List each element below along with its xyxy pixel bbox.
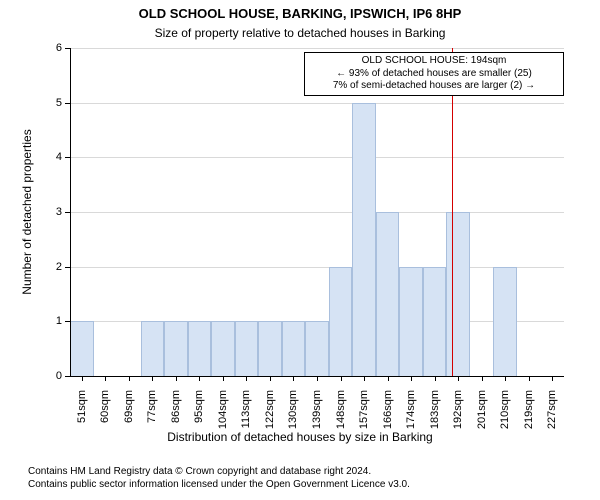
xtick-label: 104sqm (217, 390, 229, 440)
bar (211, 321, 235, 376)
ytick-label: 4 (48, 151, 62, 163)
xtick-label: 77sqm (146, 390, 158, 440)
xtick-label: 122sqm (264, 390, 276, 440)
bar (493, 267, 517, 376)
ytick-label: 6 (48, 42, 62, 54)
bar (446, 212, 470, 376)
gridline (70, 103, 564, 104)
xtick-label: 201sqm (476, 390, 488, 440)
annotation-box: OLD SCHOOL HOUSE: 194sqm ← 93% of detach… (304, 52, 564, 96)
xtick-label: 192sqm (452, 390, 464, 440)
footer-line-2: Contains public sector information licen… (28, 479, 600, 492)
xtick-label: 219sqm (523, 390, 535, 440)
reference-line (452, 48, 453, 376)
ytick-label: 1 (48, 315, 62, 327)
bar (329, 267, 353, 376)
chart-subtitle: Size of property relative to detached ho… (0, 26, 600, 40)
bar (188, 321, 212, 376)
xtick-label: 139sqm (311, 390, 323, 440)
xtick-label: 113sqm (240, 390, 252, 440)
gridline (70, 212, 564, 213)
bar (235, 321, 259, 376)
xtick-label: 69sqm (123, 390, 135, 440)
plot-area (70, 48, 564, 376)
ytick-label: 0 (48, 370, 62, 382)
bar (282, 321, 306, 376)
xtick-label: 227sqm (546, 390, 558, 440)
y-axis-line (70, 48, 71, 376)
xtick-label: 60sqm (99, 390, 111, 440)
xtick-label: 130sqm (287, 390, 299, 440)
xtick-label: 174sqm (405, 390, 417, 440)
bar (399, 267, 423, 376)
bar (258, 321, 282, 376)
gridline (70, 157, 564, 158)
footer: Contains HM Land Registry data © Crown c… (28, 466, 600, 491)
bar (352, 103, 376, 376)
bar (423, 267, 447, 376)
footer-line-1: Contains HM Land Registry data © Crown c… (28, 466, 600, 479)
ytick-label: 5 (48, 97, 62, 109)
bar (141, 321, 165, 376)
xtick-label: 51sqm (76, 390, 88, 440)
xtick-label: 148sqm (335, 390, 347, 440)
xtick-label: 183sqm (429, 390, 441, 440)
chart-title: OLD SCHOOL HOUSE, BARKING, IPSWICH, IP6 … (0, 6, 600, 21)
xtick-label: 95sqm (193, 390, 205, 440)
bar (70, 321, 94, 376)
annotation-line-3: 7% of semi-detached houses are larger (2… (309, 80, 559, 93)
bar (164, 321, 188, 376)
gridline (70, 267, 564, 268)
ytick-label: 2 (48, 261, 62, 273)
bar (376, 212, 400, 376)
bar (305, 321, 329, 376)
xtick-label: 86sqm (170, 390, 182, 440)
gridline (70, 48, 564, 49)
xtick-label: 157sqm (358, 390, 370, 440)
annotation-line-1: OLD SCHOOL HOUSE: 194sqm (309, 55, 559, 68)
xtick-label: 166sqm (382, 390, 394, 440)
ytick-label: 3 (48, 206, 62, 218)
annotation-line-2: ← 93% of detached houses are smaller (25… (309, 68, 559, 81)
xtick-label: 210sqm (499, 390, 511, 440)
y-axis-label: Number of detached properties (20, 112, 34, 312)
x-axis-line (70, 376, 564, 377)
